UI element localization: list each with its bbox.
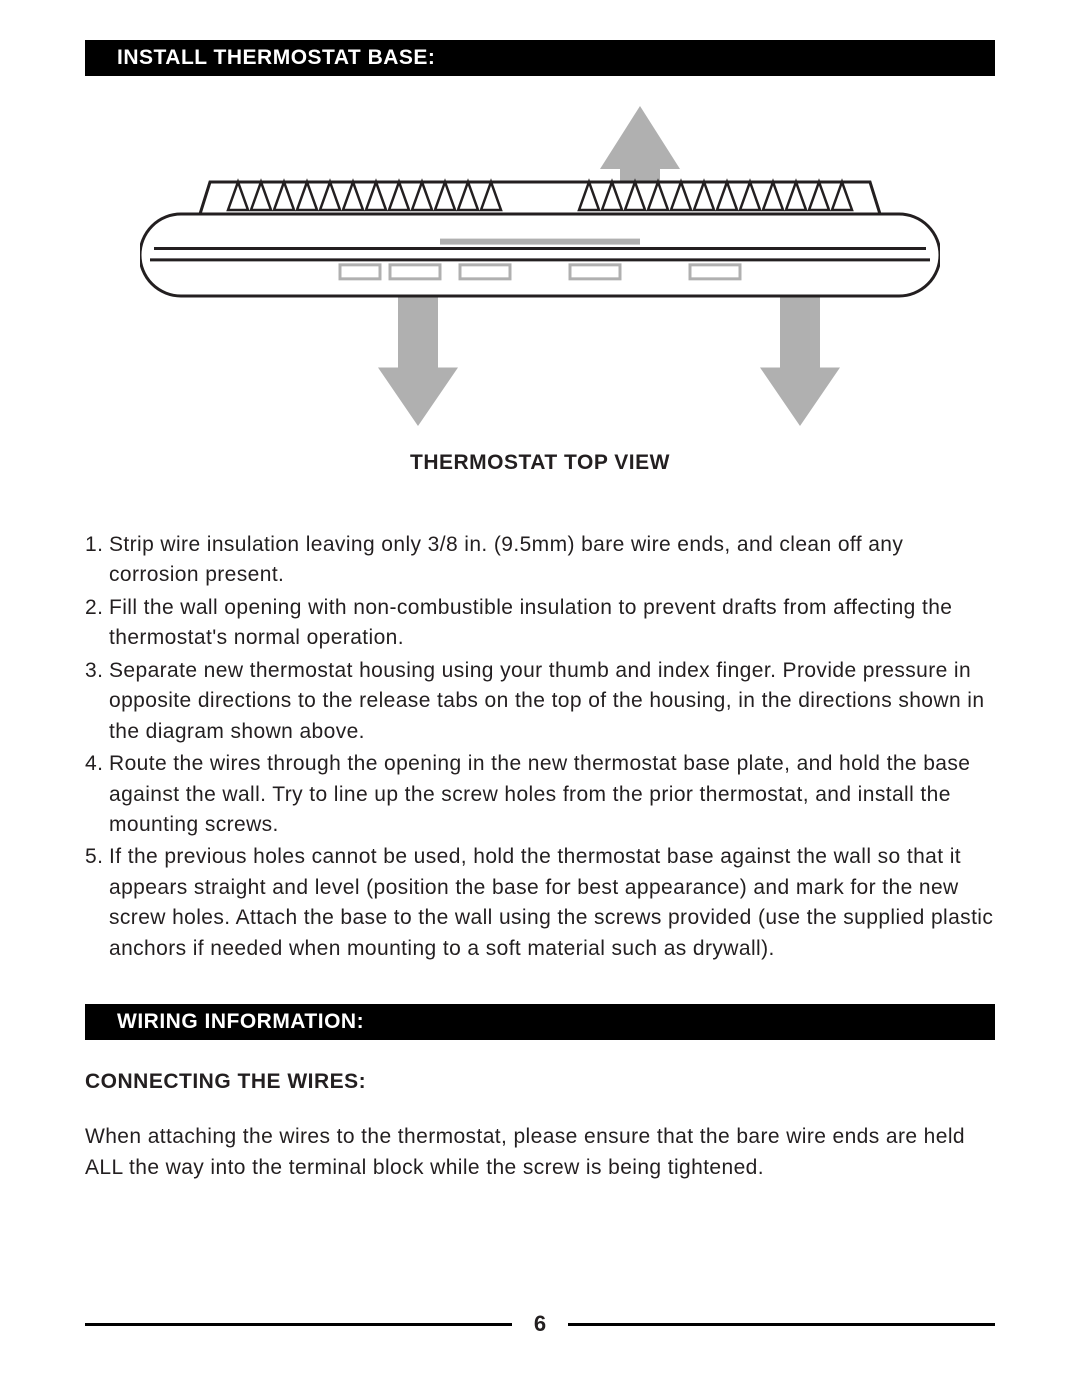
connecting-wires-subheading: CONNECTING THE WIRES: bbox=[85, 1070, 995, 1094]
page-footer: 6 bbox=[85, 1311, 995, 1337]
install-step: Route the wires through the opening in t… bbox=[85, 749, 995, 840]
footer-rule-left bbox=[85, 1323, 512, 1326]
page-number: 6 bbox=[512, 1311, 568, 1337]
diagram-caption: THERMOSTAT TOP VIEW bbox=[85, 451, 995, 475]
install-step: If the previous holes cannot be used, ho… bbox=[85, 842, 995, 964]
install-steps-list: Strip wire insulation leaving only 3/8 i… bbox=[85, 530, 995, 964]
install-step: Fill the wall opening with non-combustib… bbox=[85, 593, 995, 654]
section-wiring-info-title: WIRING INFORMATION: bbox=[85, 1004, 995, 1040]
install-step: Separate new thermostat housing using yo… bbox=[85, 656, 995, 747]
install-step: Strip wire insulation leaving only 3/8 i… bbox=[85, 530, 995, 591]
thermostat-diagram bbox=[85, 106, 995, 431]
section-install-base-title: INSTALL THERMOSTAT BASE: bbox=[85, 40, 995, 76]
footer-rule-right bbox=[568, 1323, 995, 1326]
wiring-body-text: When attaching the wires to the thermost… bbox=[85, 1122, 995, 1183]
